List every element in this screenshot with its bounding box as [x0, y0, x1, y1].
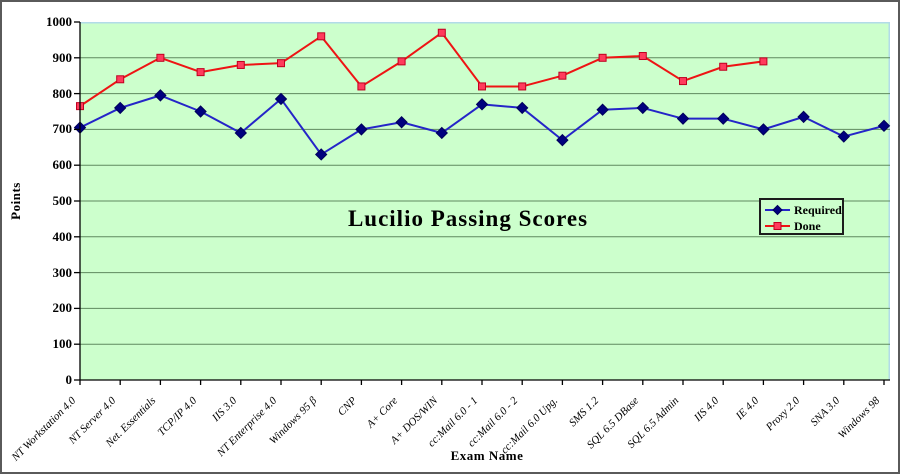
- done-marker: [156, 53, 165, 62]
- done-marker: [397, 57, 406, 66]
- required-marker: [556, 133, 569, 147]
- required-marker: [274, 92, 288, 106]
- y-tick-label: 200: [52, 300, 73, 316]
- plot-border: [80, 22, 890, 380]
- required-marker: [435, 126, 449, 140]
- done-marker: [236, 60, 245, 69]
- legend-label-required: Required: [794, 203, 842, 217]
- y-tick-label: 600: [52, 157, 73, 173]
- x-axis-title: Exam Name: [450, 448, 524, 463]
- required-marker: [355, 123, 368, 136]
- y-tick-label: 300: [52, 264, 73, 280]
- required-marker: [716, 112, 730, 125]
- y-tick-label: 0: [65, 372, 73, 387]
- y-tick-label: 800: [52, 85, 73, 101]
- y-tick-label: 100: [52, 336, 73, 352]
- done-marker: [196, 68, 205, 77]
- done-marker: [638, 52, 647, 61]
- required-marker: [475, 98, 489, 111]
- done-marker: [759, 57, 768, 66]
- required-marker: [194, 105, 207, 118]
- legend-item-done: Done: [764, 218, 842, 234]
- done-marker: [357, 82, 366, 91]
- required-marker: [113, 101, 127, 115]
- done-marker: [277, 59, 285, 68]
- done-marker: [598, 53, 607, 62]
- required-marker: [596, 103, 609, 116]
- required-series-icon: [765, 204, 790, 216]
- required-marker: [395, 116, 408, 129]
- y-tick-label: 500: [52, 193, 73, 208]
- legend: Required Done: [759, 198, 844, 235]
- done-line: [79, 31, 764, 107]
- done-marker: [478, 82, 486, 91]
- y-tick-label: 700: [52, 121, 73, 137]
- done-series-icon: [765, 222, 790, 230]
- required-marker: [515, 101, 529, 115]
- done-marker: [679, 77, 687, 86]
- y-tick-label: 900: [52, 49, 73, 65]
- done-marker: [317, 32, 326, 41]
- required-marker: [234, 126, 248, 140]
- done-marker: [437, 28, 446, 37]
- done-marker: [719, 62, 728, 71]
- done-marker: [518, 82, 527, 91]
- chart-title: Lucilio Passing Scores: [347, 206, 589, 231]
- required-marker: [797, 110, 810, 124]
- y-tick-label: 400: [52, 228, 73, 244]
- required-marker: [314, 148, 328, 161]
- required-marker: [837, 130, 851, 143]
- done-marker: [116, 75, 125, 84]
- required-marker: [757, 123, 770, 136]
- required-marker: [636, 101, 650, 115]
- legend-label-done: Done: [794, 219, 821, 233]
- required-marker: [676, 112, 690, 125]
- required-marker: [877, 119, 891, 133]
- required-marker: [154, 89, 167, 102]
- y-tick-label: 1000: [46, 14, 72, 29]
- done-marker: [558, 71, 567, 80]
- legend-item-required: Required: [764, 202, 842, 218]
